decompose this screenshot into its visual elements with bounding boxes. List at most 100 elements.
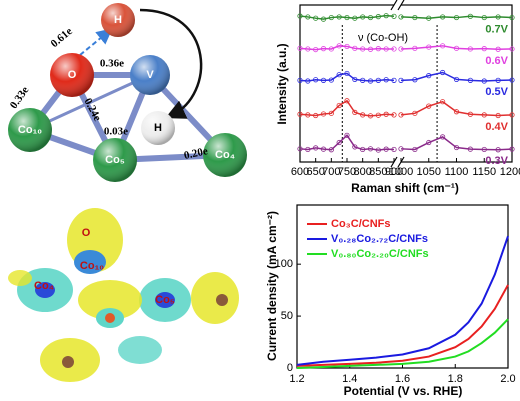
spectrum-line — [400, 100, 513, 117]
spectrum-point — [367, 14, 374, 21]
spectrum-point — [412, 146, 418, 153]
spectrum-point — [375, 147, 381, 153]
lsv-curve — [296, 284, 509, 367]
spectrum-line — [299, 45, 394, 51]
spectrum-point — [453, 45, 460, 51]
spectrum-point — [367, 146, 374, 152]
atom-shade — [130, 55, 170, 95]
plot-frame — [296, 204, 509, 369]
spectrum-point — [412, 77, 418, 83]
x-tick-label: 900 — [385, 166, 403, 178]
y-tick-label: 0 — [287, 362, 293, 374]
x-tick-label: 1100 — [445, 166, 469, 178]
spectrum-point — [383, 146, 389, 152]
atom-shade — [50, 53, 94, 97]
spectrum-point — [344, 132, 350, 138]
spectrum-point — [320, 77, 327, 83]
x-tick-label: 600 — [291, 166, 309, 178]
spectrum-point — [305, 46, 311, 52]
spectrum-point — [360, 14, 366, 20]
spectrum-point — [375, 46, 381, 52]
spectrum-point — [509, 146, 515, 152]
x-tick-label: 1050 — [417, 166, 441, 178]
annotation: ν (Co-OH) — [358, 32, 408, 44]
density-label: O — [82, 227, 91, 239]
x-axis-label: Raman shift (cm⁻¹) — [351, 181, 459, 195]
atom-shade — [101, 3, 135, 37]
spectrum-point — [336, 102, 342, 109]
spectrum-line — [299, 72, 395, 82]
spectrum-point — [297, 13, 303, 19]
atom-label: O — [68, 69, 77, 81]
spectrum-point — [426, 15, 432, 21]
x-tick-label: 1150 — [472, 166, 496, 178]
y-axis-label: Current density (mA cm⁻²) — [265, 211, 279, 361]
x-tick-label: 1.4 — [342, 373, 357, 385]
spectrum-point — [481, 14, 487, 21]
spectrum-point — [344, 43, 350, 50]
spectrum-point — [453, 109, 460, 115]
spectrum-point — [426, 139, 432, 146]
spectrum-point — [391, 13, 397, 19]
plot-frame — [299, 4, 513, 163]
lsv-curve — [296, 318, 509, 369]
spectrum-point — [398, 14, 404, 20]
spectrum-point — [375, 77, 381, 83]
spectrum-point — [313, 46, 319, 53]
density-map — [8, 208, 239, 382]
spectrum-point — [426, 44, 432, 50]
charge-label: 0.20e — [183, 145, 209, 162]
spectrum-point — [375, 112, 381, 118]
spectrum-point — [328, 14, 334, 21]
transfer-arrow — [79, 28, 113, 56]
atom-label: V — [146, 69, 154, 81]
spectrum-point — [305, 112, 311, 118]
spectrum-point — [352, 15, 358, 21]
spectrum-point — [412, 45, 418, 51]
spectrum-point — [481, 46, 487, 52]
x-tick-label: 1.6 — [395, 373, 410, 385]
spectrum-point — [509, 112, 515, 118]
spectrum-point — [297, 77, 303, 83]
spectrum-point — [328, 46, 334, 52]
spectrum-point — [453, 14, 460, 21]
x-tick-label: 1.8 — [448, 373, 463, 385]
series-label: 0.6V — [485, 55, 508, 67]
axis-break-gap — [394, 3, 401, 164]
spectrum-line — [299, 99, 395, 117]
spectrum-point — [398, 46, 404, 52]
spectrum-point — [313, 112, 319, 119]
spectrum-point — [509, 14, 515, 21]
spectrum-point — [360, 46, 366, 52]
spectrum-point — [391, 112, 397, 118]
spectrum-point — [367, 78, 374, 84]
spectrum-point — [344, 14, 350, 21]
spectrum-point — [481, 112, 487, 118]
spectrum-point — [495, 46, 501, 52]
y-axis-label: Intensity (a.u.) — [275, 43, 289, 124]
spectrum-line — [400, 15, 513, 19]
charge-label: 0.33e — [8, 84, 32, 111]
spectrum-point — [297, 111, 303, 117]
axis-break — [390, 0, 398, 11]
spectrum-point — [305, 78, 311, 84]
lsv-curve — [296, 235, 509, 366]
spectrum-point — [352, 45, 358, 51]
density-label: Co₁₀ — [80, 260, 104, 272]
series-label: 0.3V — [485, 155, 508, 167]
spectrum-line — [299, 134, 395, 151]
charge-label: 0.61e — [49, 25, 75, 50]
atom-label: H — [154, 122, 162, 134]
spectrum-point — [467, 13, 473, 19]
atom-shade — [93, 138, 137, 182]
spectrum-point — [440, 134, 446, 140]
spectrum-point — [344, 70, 350, 77]
spectrum-point — [467, 77, 473, 83]
legend-label: V₀.₈₀Co₂.₂₀C/CNFs — [331, 248, 429, 260]
spectrum-point — [495, 147, 501, 153]
spectrum-point — [398, 146, 404, 152]
spectrum-point — [328, 147, 334, 153]
spectrum-point — [440, 69, 446, 76]
